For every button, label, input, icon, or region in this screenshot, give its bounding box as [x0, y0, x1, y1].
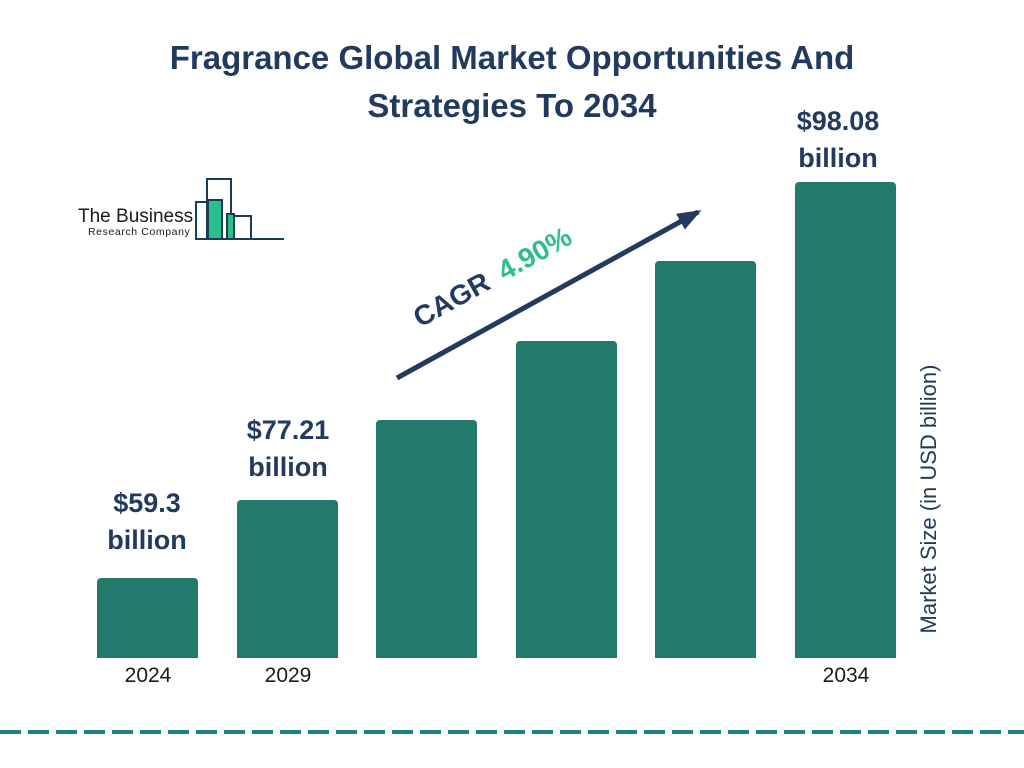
value-label-2034: $98.08 billion	[758, 103, 918, 177]
page-title: Fragrance Global Market Opportunities An…	[169, 39, 855, 124]
value-label-amount: $59.3	[113, 488, 181, 518]
bar	[515, 341, 617, 658]
bottom-dashed-divider	[0, 730, 1024, 734]
x-tick-2029: 2029	[264, 664, 312, 687]
value-label-2029: $77.21 billion	[208, 412, 368, 486]
bar	[376, 420, 478, 658]
value-label-unit: billion	[798, 143, 878, 173]
logo-text-line1: The Business	[78, 206, 193, 227]
bar	[236, 500, 338, 658]
bar	[794, 182, 896, 658]
bar	[655, 261, 757, 658]
y-axis-label: Market Size (in USD billion)	[916, 364, 941, 634]
value-label-unit: billion	[248, 452, 328, 482]
value-label-2024: $59.3 billion	[67, 485, 227, 559]
logo-text-line2: Research Company	[88, 226, 191, 238]
value-label-amount: $98.08	[796, 106, 880, 136]
bar-series	[97, 182, 896, 658]
page-title-wrap: Fragrance Global Market Opportunities An…	[0, 34, 1024, 130]
value-label-unit: billion	[107, 525, 187, 555]
company-logo: The Business Research Company	[78, 178, 284, 240]
logo-bar-chart-icon	[195, 178, 284, 240]
value-label-amount: $77.21	[246, 415, 330, 445]
x-tick-2034: 2034	[822, 664, 870, 687]
bar	[97, 578, 198, 658]
x-tick-2024: 2024	[124, 664, 172, 687]
